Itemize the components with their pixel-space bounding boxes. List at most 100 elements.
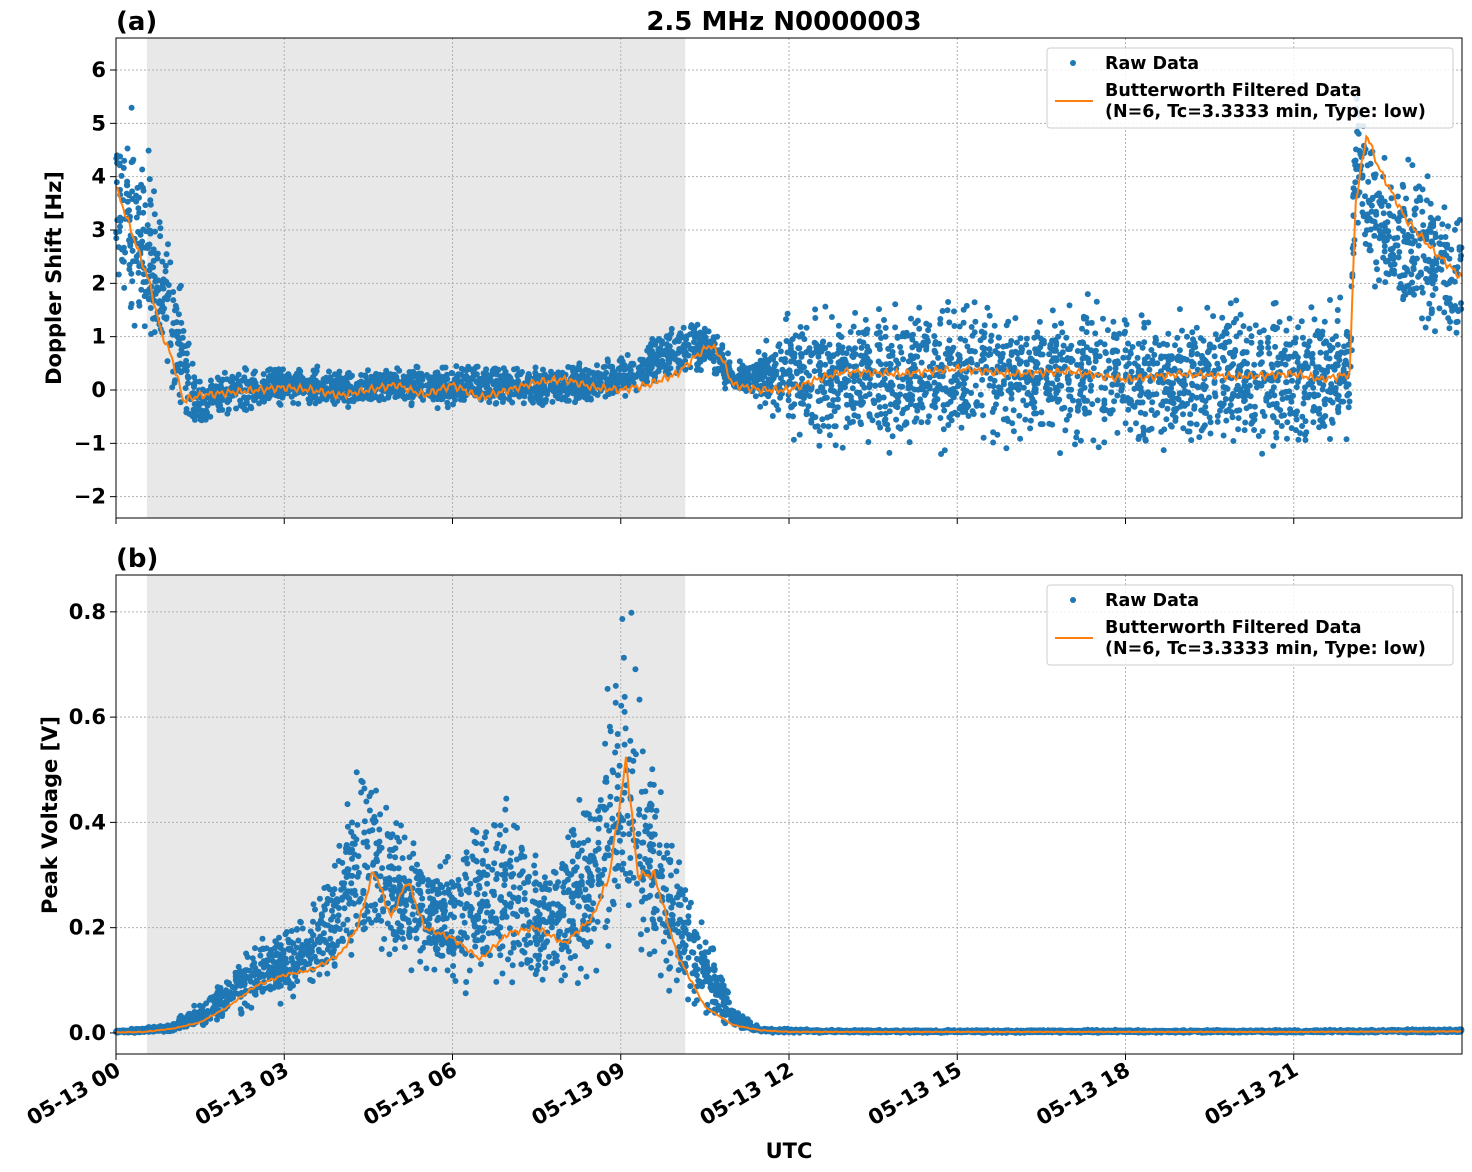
raw-data-point: [990, 439, 997, 446]
raw-data-point: [358, 372, 365, 378]
raw-data-point: [144, 243, 151, 250]
raw-data-point: [1395, 218, 1402, 224]
raw-data-point: [825, 423, 832, 430]
raw-data-point: [532, 372, 539, 379]
raw-data-point: [457, 396, 464, 403]
raw-data-point: [980, 434, 987, 441]
raw-data-point: [1301, 389, 1308, 396]
raw-data-point: [1426, 267, 1433, 274]
raw-data-point: [1003, 322, 1010, 329]
raw-data-point: [906, 439, 913, 446]
raw-data-point: [1018, 348, 1025, 354]
raw-data-point: [861, 384, 868, 391]
raw-data-point: [875, 396, 882, 403]
raw-data-point: [442, 364, 449, 371]
raw-data-point: [147, 305, 154, 311]
raw-data-point: [1255, 433, 1262, 439]
raw-data-point: [146, 176, 153, 183]
raw-data-point: [946, 337, 953, 344]
raw-data-point: [1329, 399, 1336, 406]
raw-data-point: [823, 394, 830, 401]
raw-data-point: [572, 399, 578, 406]
raw-data-point: [401, 834, 408, 841]
raw-data-point: [821, 389, 828, 396]
raw-data-point: [481, 918, 488, 925]
raw-data-point: [894, 333, 901, 340]
raw-data-point: [874, 412, 881, 419]
raw-data-point: [1251, 361, 1258, 368]
raw-data-point: [251, 397, 258, 404]
raw-data-point: [1104, 327, 1111, 334]
raw-data-point: [1311, 404, 1317, 410]
raw-data-point: [392, 854, 399, 861]
raw-data-point: [1106, 365, 1113, 372]
raw-data-point: [1311, 391, 1318, 398]
raw-data-point: [790, 413, 796, 420]
raw-data-point: [806, 345, 813, 352]
raw-data-point: [141, 323, 148, 330]
raw-data-point: [1110, 318, 1117, 325]
raw-data-point: [454, 391, 461, 398]
raw-data-point: [1219, 377, 1226, 384]
raw-data-point: [501, 882, 508, 889]
raw-data-point: [209, 382, 216, 389]
raw-data-point: [1153, 391, 1160, 398]
raw-data-point: [918, 401, 925, 407]
raw-data-point: [1401, 272, 1408, 279]
raw-data-point: [1343, 361, 1350, 367]
raw-data-point: [353, 769, 360, 776]
raw-data-point: [1279, 396, 1286, 402]
raw-data-point: [115, 271, 122, 278]
raw-data-point: [803, 408, 810, 414]
raw-data-point: [1424, 173, 1431, 180]
raw-data-point: [1038, 409, 1045, 416]
raw-data-point: [450, 963, 457, 969]
raw-data-point: [808, 411, 815, 418]
raw-data-point: [1094, 397, 1101, 404]
raw-data-point: [839, 444, 846, 451]
raw-data-point: [1248, 333, 1255, 340]
raw-data-point: [1415, 242, 1422, 249]
raw-data-point: [828, 314, 835, 320]
raw-data-point: [1428, 309, 1435, 315]
raw-data-point: [1031, 404, 1038, 411]
raw-data-point: [1335, 392, 1342, 399]
raw-data-point: [941, 407, 948, 414]
raw-data-point: [1024, 379, 1031, 386]
raw-data-point: [978, 357, 985, 364]
raw-data-point: [977, 391, 984, 398]
raw-data-point: [159, 258, 166, 265]
raw-data-point: [1448, 303, 1455, 310]
raw-data-point: [418, 382, 425, 389]
raw-data-point: [1176, 306, 1183, 313]
raw-data-point: [113, 179, 120, 186]
raw-data-point: [1006, 358, 1012, 365]
raw-data-point: [1338, 398, 1345, 405]
raw-data-point: [798, 400, 804, 407]
raw-data-point: [1387, 246, 1394, 253]
raw-data-point: [1171, 365, 1178, 372]
raw-data-point: [1313, 364, 1320, 371]
raw-data-point: [1131, 385, 1138, 392]
raw-data-point: [536, 399, 543, 406]
raw-data-point: [185, 380, 191, 387]
raw-data-point: [1079, 325, 1085, 332]
raw-data-point: [1092, 330, 1099, 337]
raw-data-point: [494, 378, 501, 385]
raw-data-point: [884, 426, 891, 433]
raw-data-point: [185, 340, 192, 347]
raw-data-point: [441, 375, 448, 382]
raw-data-point: [886, 353, 893, 360]
raw-data-point: [1295, 324, 1302, 331]
raw-data-point: [820, 338, 827, 345]
raw-data-point: [1051, 322, 1058, 329]
raw-data-point: [1265, 344, 1272, 351]
raw-data-point: [656, 336, 662, 342]
raw-data-point: [1100, 315, 1106, 322]
raw-data-point: [1000, 378, 1007, 385]
raw-data-point: [1206, 414, 1213, 421]
raw-data-point: [951, 323, 958, 329]
raw-data-point: [1050, 355, 1057, 362]
raw-data-point: [172, 302, 179, 309]
raw-data-point: [365, 367, 371, 374]
